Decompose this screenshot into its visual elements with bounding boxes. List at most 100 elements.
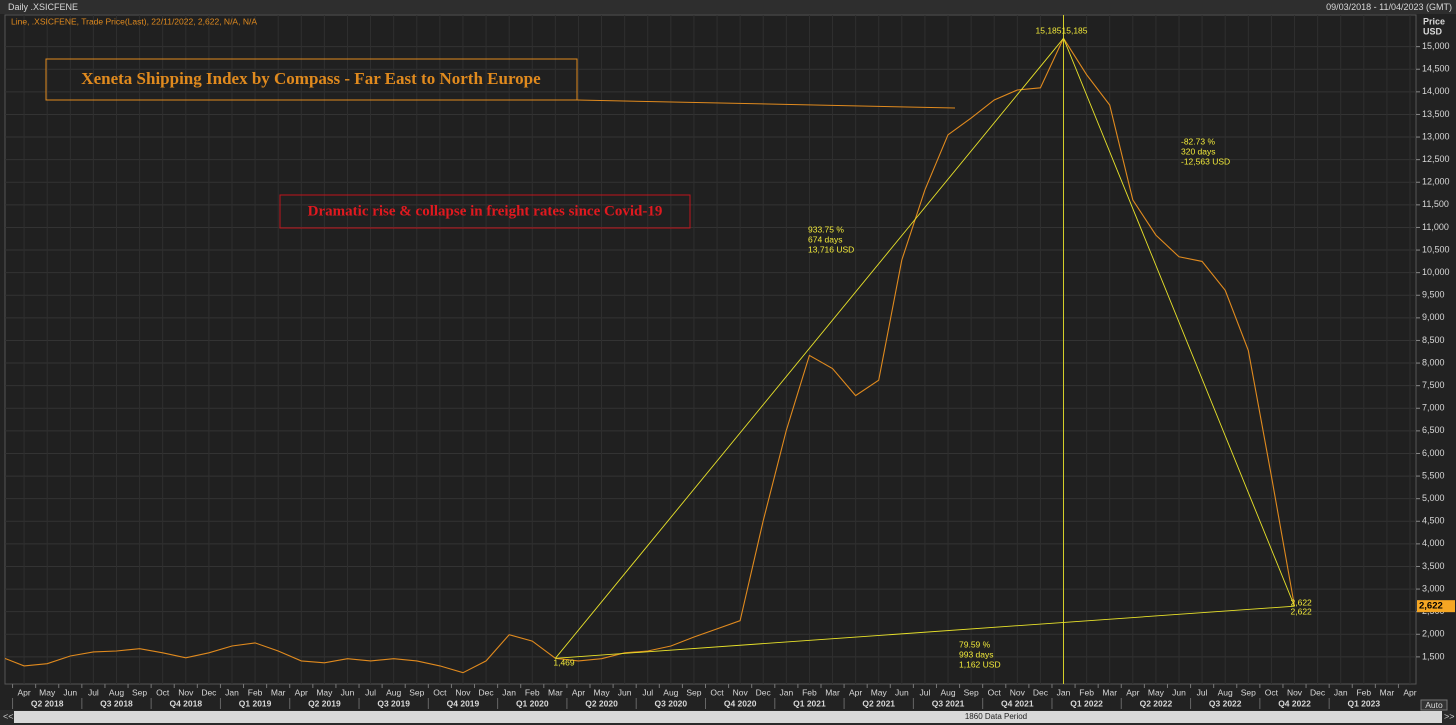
x-tick-label: Apr [572, 687, 585, 697]
y-tick-label: 13,000 [1422, 131, 1450, 141]
quarter-label: Q1 2021 [793, 698, 826, 708]
x-tick-label: Nov [455, 687, 471, 697]
y-tick-label: 7,500 [1422, 380, 1445, 390]
y-tick-label: 7,000 [1422, 403, 1445, 413]
x-tick-label: Jun [63, 687, 77, 697]
axis-title: Price [1423, 16, 1445, 26]
x-tick-label: Feb [1079, 687, 1094, 697]
auto-label[interactable]: Auto [1425, 700, 1443, 710]
y-tick-label: 12,000 [1422, 177, 1450, 187]
x-tick-label: Aug [1218, 687, 1233, 697]
x-tick-label: Feb [802, 687, 817, 697]
quarter-label: Q4 2019 [447, 698, 480, 708]
span-percent: 79.59 % [959, 639, 991, 649]
y-tick-label: 8,500 [1422, 335, 1445, 345]
x-tick-label: May [316, 687, 333, 697]
x-tick-label: Mar [1380, 687, 1395, 697]
x-tick-label: Apr [849, 687, 862, 697]
end-label: 2,622 [1291, 606, 1313, 616]
trend-rise [555, 37, 1064, 659]
quarter-label: Q1 2020 [516, 698, 549, 708]
x-tick-label: Apr [1126, 687, 1139, 697]
x-tick-label: Aug [663, 687, 678, 697]
y-tick-label: 14,000 [1422, 86, 1450, 96]
auto-button[interactable] [1420, 699, 1448, 711]
x-tick-label: Dec [1033, 687, 1049, 697]
y-tick-label: 14,500 [1422, 64, 1450, 74]
price-line [5, 37, 1296, 674]
y-tick-label: 6,500 [1422, 425, 1445, 435]
x-tick-label: Feb [1356, 687, 1371, 697]
legend-line: Line, .XSICFENE, Trade Price(Last), 22/1… [11, 16, 257, 26]
x-tick-label: Sep [686, 687, 701, 697]
x-tick-label: Aug [940, 687, 955, 697]
quarter-label: Q1 2022 [1070, 698, 1103, 708]
y-tick-label: 10,500 [1422, 244, 1450, 254]
peak-label: 15,185 [1062, 26, 1088, 36]
x-tick-label: Nov [733, 687, 749, 697]
y-tick-label: 8,000 [1422, 357, 1445, 367]
fall-days: 320 days [1181, 146, 1216, 156]
end-label: 2,622 [1291, 597, 1313, 607]
x-tick-label: Jul [365, 687, 376, 697]
x-tick-label: Jan [502, 687, 516, 697]
y-tick-label: 3,500 [1422, 561, 1445, 571]
quarter-label: Q2 2022 [1140, 698, 1173, 708]
chart-subtitle: Dramatic rise & collapse in freight rate… [308, 203, 663, 219]
y-tick-label: 12,500 [1422, 154, 1450, 164]
x-tick-label: Apr [17, 687, 30, 697]
title-connector [576, 99, 956, 109]
x-tick-label: Nov [178, 687, 194, 697]
quarter-label: Q1 2019 [239, 698, 272, 708]
scroll-left[interactable]: << [3, 711, 14, 721]
y-tick-label: 11,000 [1422, 222, 1449, 232]
y-tick-label: 2,000 [1422, 629, 1445, 639]
quarter-label: Q3 2018 [100, 698, 133, 708]
quarter-label: Q2 2020 [585, 698, 618, 708]
y-tick-label: 9,500 [1422, 290, 1445, 300]
x-tick-label: May [39, 687, 56, 697]
x-tick-label: May [871, 687, 888, 697]
x-tick-label: Mar [548, 687, 563, 697]
x-tick-label: Aug [109, 687, 124, 697]
x-tick-label: Feb [525, 687, 540, 697]
quarter-label: Q3 2021 [932, 698, 965, 708]
y-tick-label: 13,500 [1422, 109, 1450, 119]
y-tick-label: 15,000 [1422, 41, 1450, 51]
x-tick-label: Oct [156, 687, 170, 697]
y-tick-label: 9,000 [1422, 312, 1445, 322]
x-tick-label: Dec [756, 687, 772, 697]
x-tick-label: Oct [1265, 687, 1279, 697]
x-tick-label: Jan [225, 687, 239, 697]
x-tick-label: Oct [433, 687, 447, 697]
subtitle-box [279, 194, 691, 229]
x-tick-label: Dec [201, 687, 217, 697]
span-usd: 1,162 USD [959, 659, 1001, 669]
plot-area [4, 14, 1417, 685]
quarter-label: Q3 2019 [377, 698, 410, 708]
span-days: 993 days [959, 649, 994, 659]
quarter-label: Q4 2022 [1278, 698, 1311, 708]
y-tick-label: 6,000 [1422, 448, 1445, 458]
x-tick-label: Jun [341, 687, 355, 697]
y-tick-label: 11,500 [1422, 199, 1449, 209]
window-title: Daily .XSICFENE [8, 2, 78, 12]
rise-percent: 933.75 % [808, 224, 844, 234]
x-tick-label: Jul [88, 687, 99, 697]
scroll-thumb[interactable] [14, 711, 1442, 723]
x-tick-label: Sep [964, 687, 979, 697]
quarter-label: Q4 2020 [724, 698, 757, 708]
scroll-right[interactable]: >> [1444, 711, 1455, 721]
x-tick-label: Oct [710, 687, 724, 697]
chart-title: Xeneta Shipping Index by Compass - Far E… [81, 69, 541, 88]
quarter-label: Q2 2021 [862, 698, 895, 708]
y-tick-label: 1,500 [1422, 651, 1445, 661]
x-tick-label: Sep [1241, 687, 1256, 697]
x-tick-label: Sep [409, 687, 424, 697]
x-tick-label: Jun [895, 687, 909, 697]
x-tick-label: Jan [779, 687, 793, 697]
peak-label: 15,185 [1036, 26, 1062, 36]
x-tick-label: Jan [1334, 687, 1348, 697]
rise-days: 674 days [808, 234, 843, 244]
